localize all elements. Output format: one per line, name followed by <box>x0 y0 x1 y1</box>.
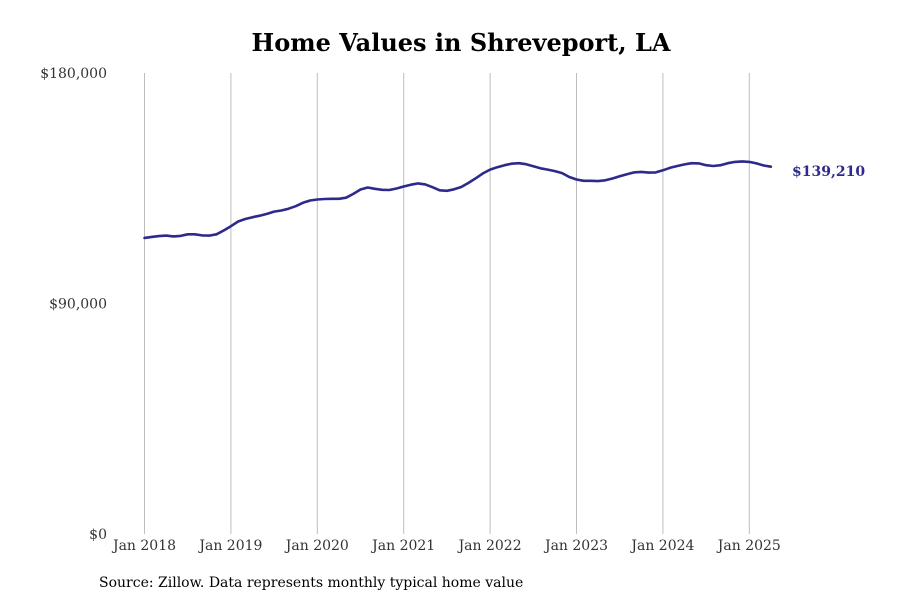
x-tick-label: Jan 2020 <box>284 538 349 554</box>
x-axis-ticks: Jan 2018 Jan 2019 Jan 2020 Jan 2021 Jan 2022… <box>111 538 781 554</box>
last-value-label: $139,210 <box>792 164 865 180</box>
y-tick-label: $180,000 <box>40 66 107 82</box>
x-tick-label: Jan 2022 <box>457 538 522 554</box>
x-tick-label: Jan 2025 <box>716 538 781 554</box>
x-tick-label: Jan 2024 <box>629 538 694 554</box>
series-line <box>143 160 773 240</box>
x-tick-label: Jan 2021 <box>370 538 435 554</box>
y-axis-ticks: $0 $90,000 $180,000 <box>40 66 107 543</box>
x-tick-label: Jan 2018 <box>111 538 176 554</box>
y-tick-label: $90,000 <box>49 297 107 313</box>
chart-title: Home Values in Shreveport, LA <box>252 28 671 57</box>
source-note: Source: Zillow. Data represents monthly … <box>99 575 523 591</box>
y-tick-label: $0 <box>89 527 107 543</box>
x-tick-label: Jan 2019 <box>197 538 262 554</box>
gridlines <box>144 73 750 534</box>
x-tick-label: Jan 2023 <box>543 538 608 554</box>
